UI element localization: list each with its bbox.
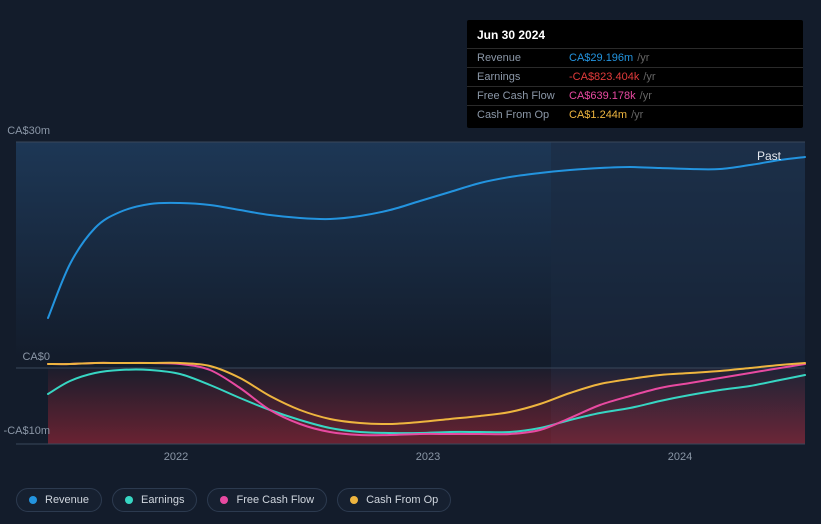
tooltip-metric-value: -CA$823.404k — [569, 71, 639, 83]
y-tick-label: -CA$10m — [0, 425, 50, 437]
y-tick-label: CA$0 — [0, 351, 50, 363]
legend-swatch — [125, 496, 133, 504]
tooltip-row: RevenueCA$29.196m/yr — [467, 48, 803, 67]
tooltip-unit: /yr — [631, 109, 643, 121]
x-tick-label: 2023 — [416, 451, 440, 463]
legend-label: Cash From Op — [366, 494, 438, 506]
legend-swatch — [29, 496, 37, 504]
tooltip-metric-name: Revenue — [477, 52, 569, 64]
past-label: Past — [757, 149, 781, 163]
legend-label: Earnings — [141, 494, 184, 506]
legend-item-cfo[interactable]: Cash From Op — [337, 488, 451, 512]
tooltip-unit: /yr — [637, 52, 649, 64]
tooltip-metric-value: CA$1.244m — [569, 109, 627, 121]
legend-item-revenue[interactable]: Revenue — [16, 488, 102, 512]
legend-swatch — [220, 496, 228, 504]
legend-swatch — [350, 496, 358, 504]
tooltip-row: Free Cash FlowCA$639.178k/yr — [467, 86, 803, 105]
tooltip-unit: /yr — [643, 71, 655, 83]
tooltip-metric-name: Free Cash Flow — [477, 90, 569, 102]
legend-label: Free Cash Flow — [236, 494, 314, 506]
legend-item-fcf[interactable]: Free Cash Flow — [207, 488, 327, 512]
tooltip-metric-value: CA$29.196m — [569, 52, 633, 64]
y-tick-label: CA$30m — [0, 125, 50, 137]
chart-tooltip: Jun 30 2024 RevenueCA$29.196m/yrEarnings… — [467, 20, 803, 128]
x-tick-label: 2024 — [668, 451, 692, 463]
x-tick-label: 2022 — [164, 451, 188, 463]
tooltip-metric-name: Earnings — [477, 71, 569, 83]
legend-label: Revenue — [45, 494, 89, 506]
tooltip-date: Jun 30 2024 — [467, 24, 803, 48]
tooltip-metric-name: Cash From Op — [477, 109, 569, 121]
tooltip-row: Earnings-CA$823.404k/yr — [467, 67, 803, 86]
tooltip-metric-value: CA$639.178k — [569, 90, 636, 102]
tooltip-unit: /yr — [640, 90, 652, 102]
tooltip-row: Cash From OpCA$1.244m/yr — [467, 105, 803, 124]
chart-legend: Revenue Earnings Free Cash Flow Cash From O… — [16, 488, 451, 512]
legend-item-earnings[interactable]: Earnings — [112, 488, 197, 512]
financials-chart: CA$30m CA$0 -CA$10m 2022 2023 2024 Past Jun … — [0, 0, 821, 475]
